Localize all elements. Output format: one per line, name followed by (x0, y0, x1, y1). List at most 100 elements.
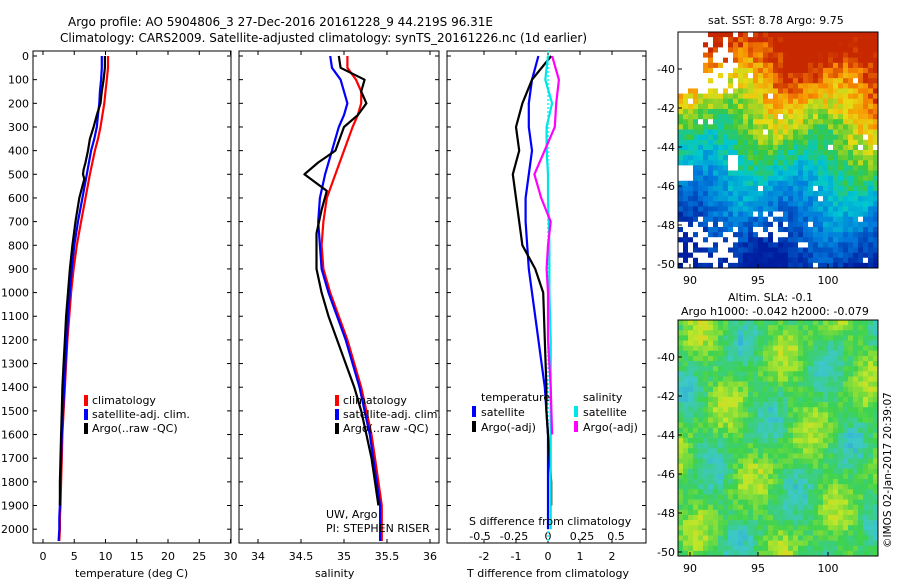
sst-cell (768, 201, 774, 207)
sst-cell (798, 119, 804, 125)
sla-cell (853, 463, 859, 470)
sla-cell (708, 402, 714, 408)
sla-cell (718, 545, 724, 552)
sla-cell (733, 438, 739, 444)
sla-cell (853, 494, 859, 500)
sla-cell (803, 386, 809, 393)
sla-cell (773, 340, 779, 346)
sst-cell (873, 160, 879, 166)
sla-cell (688, 514, 694, 521)
sla-cell (763, 443, 769, 449)
sst-cell (818, 57, 824, 64)
sla-cell (768, 545, 774, 552)
sla-cell (818, 335, 824, 341)
sla-cell (783, 391, 789, 398)
sla-cell (808, 463, 814, 470)
sst-cell (733, 175, 739, 182)
sst-cell (863, 37, 869, 43)
sla-cell (713, 499, 719, 505)
sst-cell (713, 42, 719, 48)
sst-cell (793, 237, 799, 243)
sst-cell (833, 160, 839, 166)
legend-swatch-s-argo (574, 421, 578, 432)
sst-cell (698, 252, 704, 259)
sst-cell (763, 211, 769, 217)
sst-cell (833, 62, 839, 69)
sla-cell (718, 412, 724, 418)
sst-cell (793, 170, 799, 176)
sla-cell (848, 320, 854, 326)
sla-cell (813, 479, 819, 485)
sst-cell (798, 247, 804, 253)
sla-cell (823, 422, 829, 429)
sst-cell (723, 180, 729, 187)
sst-cell (778, 216, 784, 223)
sla-cell (713, 366, 719, 372)
sst-cell (868, 57, 874, 64)
sla-cell (763, 535, 769, 541)
sla-cell (813, 473, 819, 480)
sla-cell (723, 545, 729, 552)
sla-cell (823, 530, 829, 536)
sla-cell (753, 422, 759, 429)
sst-cell (688, 93, 694, 99)
sst-cell (713, 144, 719, 151)
sla-cell (838, 489, 844, 495)
sst-cell (868, 237, 874, 243)
sst-cell (723, 37, 729, 43)
sla-cell (798, 391, 804, 398)
sla-cell (793, 350, 799, 357)
sla-cell (698, 320, 704, 326)
sst-cell (773, 237, 779, 243)
sla-cell (798, 335, 804, 341)
sst-cell (793, 262, 799, 269)
sst-cell (798, 144, 804, 151)
sst-cell (848, 129, 854, 135)
sst-cell (848, 83, 854, 89)
sla-cell (823, 407, 829, 413)
sla-cell (728, 484, 734, 490)
sst-cell (873, 262, 879, 269)
sst-cell (698, 139, 704, 146)
sst-cell (703, 83, 709, 89)
sla-cell (698, 402, 704, 408)
sla-cell (703, 335, 709, 341)
sla-cell (708, 453, 714, 459)
sla-cell (828, 366, 834, 372)
sst-cell (743, 185, 749, 192)
sst-cell (753, 47, 759, 53)
sst-cell (678, 67, 684, 74)
sst-cell (863, 52, 869, 58)
sst-cell (728, 119, 734, 125)
sla-cell (748, 550, 754, 557)
sla-cell (758, 361, 764, 367)
sla-cell (858, 330, 864, 336)
sst-cell (873, 242, 879, 248)
sla-cell (698, 530, 704, 536)
legend-t-argo: Argo(-adj) (481, 421, 536, 434)
sst-cell (798, 98, 804, 105)
sst-cell (763, 252, 769, 259)
sla-cell (678, 396, 684, 403)
sla-cell (818, 468, 824, 475)
sst-cell (853, 206, 859, 212)
sla-cell (848, 345, 854, 352)
sst-cell (698, 232, 704, 238)
sla-cell (808, 448, 814, 454)
sla-cell (753, 509, 759, 516)
sla-cell (788, 438, 794, 444)
sla-cell (763, 504, 769, 511)
sla-cell (853, 504, 859, 511)
sla-cell (828, 468, 834, 475)
sla-cell (818, 438, 824, 444)
sst-cell (873, 134, 879, 141)
sst-cell (693, 134, 699, 141)
sst-cell (723, 185, 729, 192)
sst-cell (693, 170, 699, 176)
sla-cell (748, 407, 754, 413)
sla-cell (783, 345, 789, 352)
sst-cell (688, 32, 694, 38)
sst-cell (868, 37, 874, 43)
sst-cell (768, 47, 774, 53)
sst-cell (778, 67, 784, 74)
